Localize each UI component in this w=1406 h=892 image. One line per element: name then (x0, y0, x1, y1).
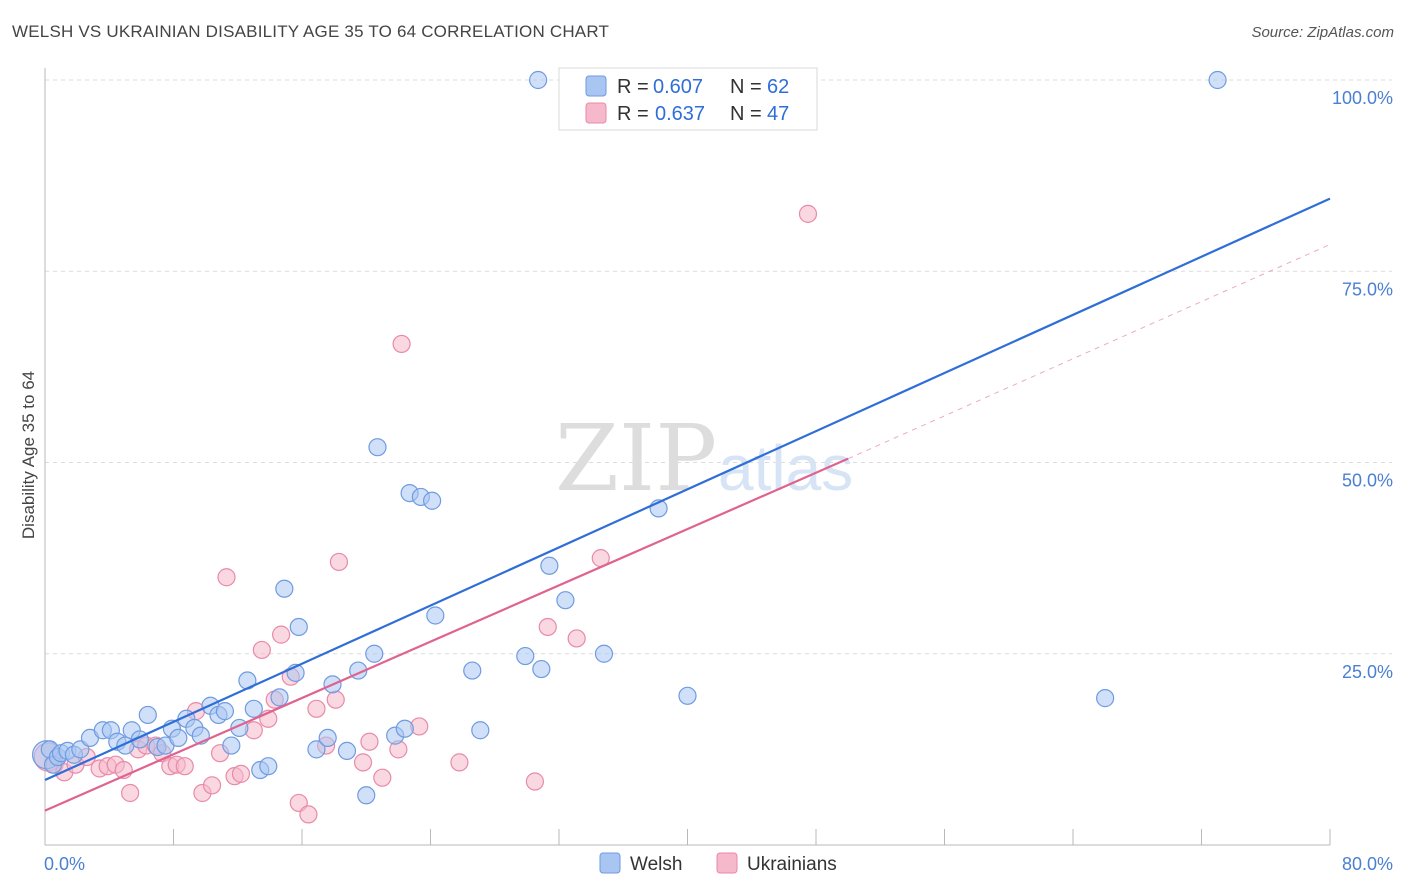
welsh-point (556, 591, 575, 610)
watermark-zip: ZIP (555, 405, 717, 512)
welsh-point (289, 617, 308, 637)
ukrainians-trend-extension (847, 244, 1331, 460)
ukrainians-point (567, 629, 586, 648)
watermark: ZIP atlas (555, 405, 853, 512)
axes (44, 68, 1331, 846)
trend-lines (44, 197, 1331, 812)
source-label: Source: ZipAtlas.com (1251, 24, 1394, 41)
welsh-point (337, 741, 357, 761)
welsh-point (244, 699, 263, 718)
ukrainians-point (360, 732, 379, 751)
welsh-point (357, 786, 376, 805)
legend-r-label-ukrainians: R = (617, 103, 649, 125)
welsh-point (270, 688, 289, 707)
ukrainians-point (175, 757, 194, 776)
welsh-point (259, 757, 278, 776)
welsh-point (529, 70, 548, 90)
ukrainians-point (121, 783, 140, 803)
chart-title: WELSH VS UKRAINIAN DISABILITY AGE 35 TO … (12, 22, 610, 41)
legend-n-label-ukrainians: N = (730, 103, 762, 125)
welsh-trend-line (44, 197, 1331, 781)
y-tick-label: 25.0% (1342, 662, 1393, 682)
welsh-point (426, 606, 445, 625)
legend-swatch-ukrainians (585, 102, 607, 124)
y-tick-label: 75.0% (1342, 279, 1393, 299)
ukrainians-trend-line (44, 457, 849, 812)
welsh-point (169, 728, 188, 748)
ukrainians-point (798, 204, 818, 223)
x-tick-label: 80.0% (1342, 854, 1393, 874)
welsh-point (1208, 70, 1227, 90)
x-tick-labels: 0.0% 80.0% (44, 854, 1393, 874)
welsh-point (594, 644, 614, 663)
welsh-point (540, 556, 559, 575)
bottom-legend-welsh: Welsh (630, 854, 682, 875)
ukrainians-point (299, 805, 318, 824)
grid (45, 79, 1392, 655)
bottom-legend-ukrainians: Ukrainians (747, 854, 837, 875)
legend-r-value-welsh: 0.607 (653, 76, 703, 98)
legend-n-label-welsh: N = (730, 76, 762, 98)
ukrainians-point (392, 334, 411, 354)
ukrainians-point (202, 776, 222, 795)
legend-n-value-ukrainians: 47 (767, 103, 789, 125)
bottom-legend: Welsh Ukrainians (599, 852, 837, 875)
bottom-legend-swatch-ukrainians (716, 852, 738, 874)
welsh-point (516, 646, 535, 666)
ukrainians-point (272, 625, 291, 644)
ukrainians-point (217, 568, 236, 587)
welsh-point (368, 438, 387, 457)
welsh-point (471, 721, 490, 740)
welsh-point (275, 579, 294, 598)
welsh-point (1096, 689, 1115, 708)
ukrainians-point (450, 753, 469, 772)
ukrainians-point (353, 753, 373, 772)
y-axis-label: Disability Age 35 to 64 (19, 371, 38, 539)
y-tick-labels: 100.0% 75.0% 50.0% 25.0% (1332, 88, 1393, 682)
data-points (32, 70, 1227, 824)
welsh-point (423, 491, 442, 510)
ukrainians-point (538, 617, 557, 637)
ukrainians-point (307, 699, 326, 718)
legend-swatch-welsh (585, 75, 607, 97)
watermark-atlas: atlas (718, 432, 853, 504)
welsh-point (395, 719, 414, 738)
welsh-point (463, 661, 482, 680)
welsh-point (532, 659, 551, 679)
welsh-point (215, 702, 234, 721)
legend-n-value-welsh: 62 (767, 76, 789, 98)
bottom-legend-swatch-welsh (599, 852, 621, 874)
y-tick-label: 50.0% (1342, 471, 1393, 491)
welsh-point (678, 686, 697, 705)
ukrainians-point (373, 768, 392, 787)
ukrainians-point (329, 552, 349, 572)
stats-legend: R = 0.607 N = 62 R = 0.637 N = 47 (558, 67, 818, 131)
ukrainians-point (231, 764, 251, 783)
ukrainians-point (252, 640, 271, 660)
legend-r-label-welsh: R = (617, 76, 649, 98)
legend-r-value-ukrainians: 0.637 (655, 103, 705, 125)
welsh-point (318, 728, 337, 748)
y-tick-label: 100.0% (1332, 88, 1393, 108)
ukrainians-point (326, 690, 345, 709)
welsh-point (307, 740, 326, 759)
welsh-point (222, 736, 241, 755)
x-tick-label: 0.0% (44, 854, 85, 874)
welsh-point (365, 644, 384, 663)
ukrainians-point (525, 772, 545, 791)
welsh-point (138, 705, 157, 725)
